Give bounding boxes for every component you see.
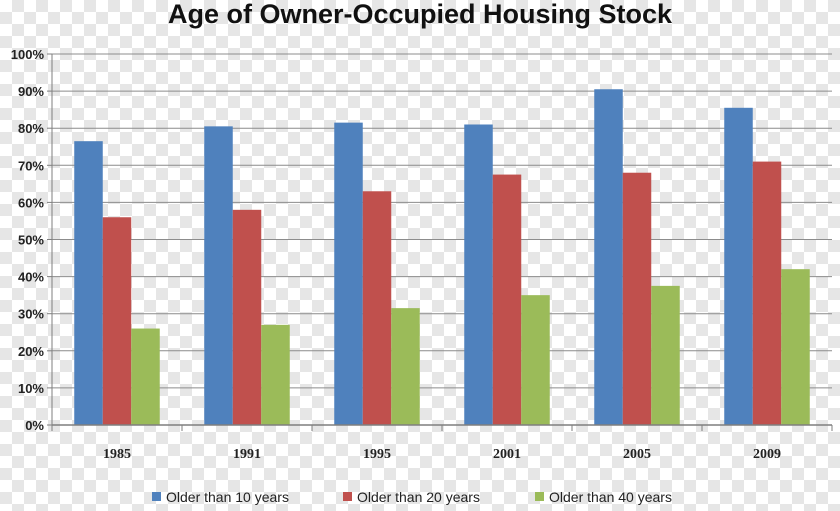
y-tick-label: 30% bbox=[18, 307, 44, 322]
bar bbox=[781, 269, 810, 425]
legend: Older than 10 years Older than 20 years Ol… bbox=[152, 489, 672, 505]
y-axis: 0% 10% 20% 30% 40% 50% 60% 70% 80% 90% 100% bbox=[11, 47, 53, 433]
y-tick-label: 50% bbox=[18, 233, 44, 248]
bar bbox=[261, 324, 290, 425]
legend-swatch bbox=[535, 492, 544, 501]
bar bbox=[752, 161, 782, 425]
x-tick-label: 1995 bbox=[363, 447, 391, 462]
x-tick-label: 2001 bbox=[493, 447, 521, 462]
bars bbox=[74, 89, 810, 426]
y-tick-label: 90% bbox=[18, 84, 44, 99]
bar bbox=[492, 174, 522, 425]
bar bbox=[391, 308, 420, 425]
bar bbox=[204, 126, 233, 425]
x-tick-label: 2005 bbox=[623, 447, 651, 462]
bar bbox=[131, 328, 160, 425]
y-tick-label: 0% bbox=[25, 418, 44, 433]
bar bbox=[464, 124, 493, 426]
x-tick-label: 1991 bbox=[233, 447, 261, 462]
bar bbox=[651, 285, 680, 425]
y-tick-label: 40% bbox=[18, 270, 44, 285]
bar bbox=[622, 172, 652, 425]
y-tick-label: 100% bbox=[11, 47, 45, 62]
legend-label: Older than 10 years bbox=[166, 489, 289, 505]
bar bbox=[74, 141, 103, 425]
y-tick-label: 10% bbox=[18, 381, 44, 396]
chart-title: Age of Owner-Occupied Housing Stock bbox=[168, 0, 673, 29]
bar bbox=[102, 217, 132, 425]
gridlines bbox=[52, 53, 832, 426]
legend-swatch bbox=[343, 492, 352, 501]
bar bbox=[232, 209, 262, 425]
y-tick-label: 70% bbox=[18, 158, 44, 173]
x-tick-label: 2009 bbox=[753, 447, 781, 462]
bar bbox=[334, 122, 363, 425]
bar bbox=[521, 295, 550, 425]
bar bbox=[594, 89, 623, 426]
bar bbox=[724, 107, 753, 426]
bar bbox=[362, 191, 392, 425]
x-tick-label: 1985 bbox=[103, 447, 131, 462]
legend-label: Older than 40 years bbox=[549, 489, 672, 505]
legend-label: Older than 20 years bbox=[357, 489, 480, 505]
x-axis: 1985 1991 1995 2001 2005 2009 bbox=[51, 424, 833, 462]
legend-swatch bbox=[152, 492, 161, 501]
y-tick-label: 80% bbox=[18, 121, 44, 136]
y-tick-label: 60% bbox=[18, 195, 44, 210]
y-tick-label: 20% bbox=[18, 344, 44, 359]
